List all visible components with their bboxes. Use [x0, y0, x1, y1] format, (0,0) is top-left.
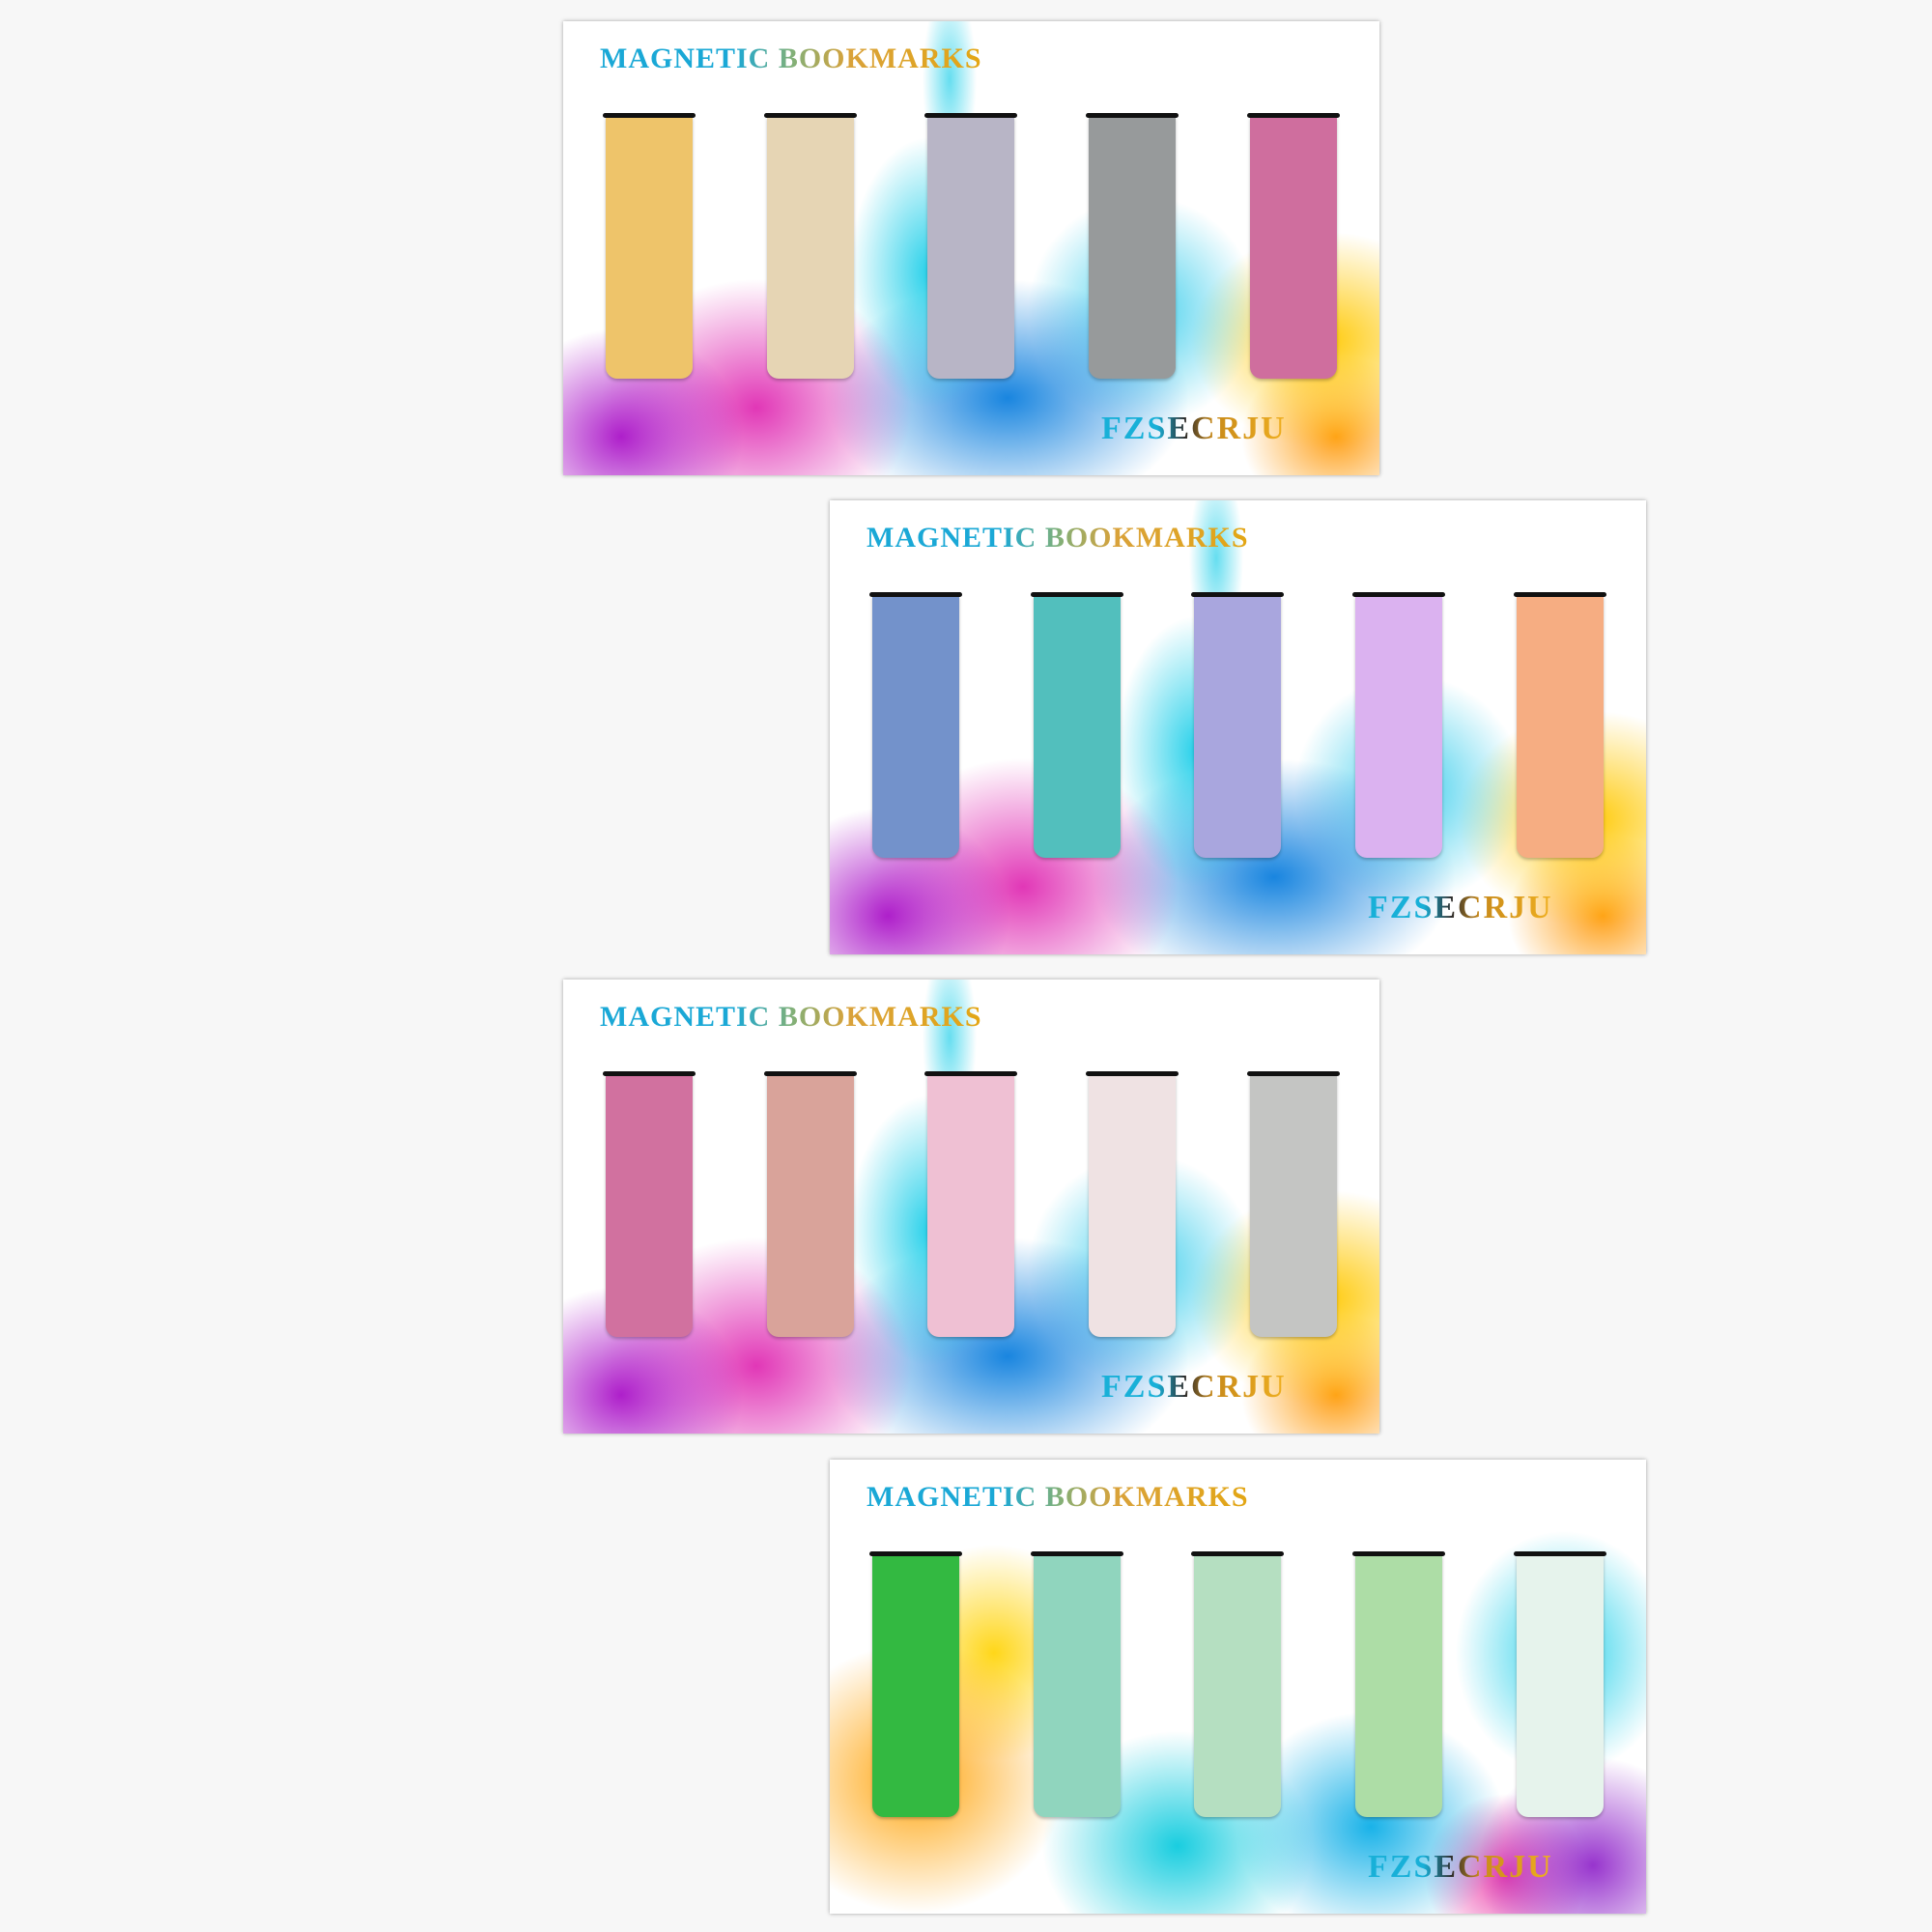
- bookmark-strip: [869, 1551, 962, 1817]
- bookmark-strip: [1191, 1551, 1284, 1817]
- bookmark-set: [869, 1551, 1626, 1831]
- bookmark-strip: [1031, 592, 1123, 858]
- bookmark-strip: [764, 113, 857, 379]
- bookmark-strip: [924, 113, 1017, 379]
- bookmark-strip: [1191, 592, 1284, 858]
- bookmark-strip: [1352, 1551, 1445, 1817]
- card-title: MAGNETIC BOOKMARKS: [867, 522, 1249, 554]
- card-title: MAGNETIC BOOKMARKS: [600, 1001, 982, 1033]
- card-title: MAGNETIC BOOKMARKS: [600, 43, 982, 74]
- brand-logo: FZSECRJU: [1368, 1849, 1553, 1885]
- bookmark-strip: [1352, 592, 1445, 858]
- bookmark-strip: [1514, 592, 1606, 858]
- bookmark-set: [603, 113, 1359, 392]
- bookmark-card-3: MAGNETIC BOOKMARKS FZSECRJU: [563, 980, 1379, 1434]
- bookmark-strip: [1086, 113, 1179, 379]
- brand-logo: FZSECRJU: [1101, 1369, 1287, 1405]
- bookmark-card-4: MAGNETIC BOOKMARKS FZSECRJU: [830, 1460, 1646, 1914]
- bookmark-card-1: MAGNETIC BOOKMARKS FZSECRJU: [563, 21, 1379, 475]
- card-title: MAGNETIC BOOKMARKS: [867, 1481, 1249, 1513]
- bookmark-strip: [1247, 1071, 1340, 1337]
- brand-logo: FZSECRJU: [1368, 890, 1553, 925]
- bookmark-set: [869, 592, 1626, 871]
- bookmark-strip: [1514, 1551, 1606, 1817]
- bookmark-card-2: MAGNETIC BOOKMARKS FZSECRJU: [830, 500, 1646, 954]
- bookmark-strip: [924, 1071, 1017, 1337]
- bookmark-strip: [1086, 1071, 1179, 1337]
- bookmark-strip: [764, 1071, 857, 1337]
- bookmark-set: [603, 1071, 1359, 1350]
- bookmark-strip: [603, 113, 696, 379]
- bookmark-strip: [869, 592, 962, 858]
- brand-logo: FZSECRJU: [1101, 411, 1287, 446]
- bookmark-strip: [1031, 1551, 1123, 1817]
- bookmark-strip: [603, 1071, 696, 1337]
- bookmark-strip: [1247, 113, 1340, 379]
